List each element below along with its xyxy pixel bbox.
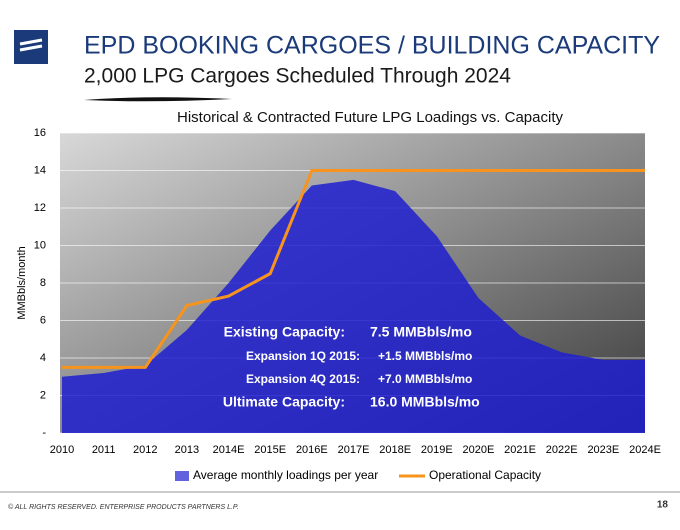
- legend-label: Average monthly loadings per year: [193, 468, 378, 482]
- y-tick-label: 6: [40, 314, 46, 326]
- annotation-value: 16.0 MMBbls/mo: [370, 394, 480, 410]
- y-tick-label: 4: [40, 352, 46, 364]
- slide-title: EPD BOOKING CARGOES / BUILDING CAPACITY: [84, 32, 660, 60]
- annotation-value: 7.5 MMBbls/mo: [370, 324, 472, 340]
- slide-subtitle: 2,000 LPG Cargoes Scheduled Through 2024: [84, 65, 511, 88]
- annotation-label: Expansion 4Q 2015:: [246, 372, 360, 386]
- annotation-value: +7.0 MMBbls/mo: [378, 372, 472, 386]
- x-tick-label: 2015E: [254, 444, 286, 456]
- chart-title: Historical & Contracted Future LPG Loadi…: [177, 109, 564, 126]
- area: [62, 179, 645, 433]
- x-tick-label: 2024E: [629, 444, 661, 456]
- x-tick-label: 2022E: [546, 444, 578, 456]
- y-tick-label: 8: [40, 277, 46, 289]
- annotation-label: Expansion 1Q 2015:: [246, 349, 360, 363]
- x-tick-label: 2017E: [338, 444, 370, 456]
- x-tick-label: 2023E: [587, 444, 619, 456]
- x-tick-label: 2018E: [379, 444, 411, 456]
- x-tick-label: 2016E: [296, 444, 328, 456]
- legend-label: Operational Capacity: [429, 468, 541, 482]
- underline: [84, 97, 232, 102]
- x-tick-label: 2014E: [213, 444, 245, 456]
- annotation-value: +1.5 MMBbls/mo: [378, 349, 472, 363]
- x-tick-label: 2013: [175, 444, 199, 456]
- y-tick-label: 16: [34, 127, 46, 139]
- x-tick-label: 2021E: [504, 444, 536, 456]
- y-axis-label: MMBbls/month: [16, 246, 28, 319]
- logo-mark: [19, 38, 43, 52]
- x-tick-label: 2010: [50, 444, 74, 456]
- legend-swatch: [175, 471, 189, 481]
- x-tick-label: 2019E: [421, 444, 453, 456]
- copyright: © ALL RIGHTS RESERVED. ENTERPRISE PRODUC…: [8, 503, 239, 511]
- y-tick-label: -: [42, 427, 46, 439]
- plot: - 2 4 6 8 10 12 14 16 2010 2011 2012 2013 2014E 2015E 2…: [34, 127, 661, 482]
- y-tick-label: 12: [34, 202, 46, 214]
- y-tick-label: 2: [40, 389, 46, 401]
- x-tick-label: 2012: [133, 444, 157, 456]
- annotation-label: Existing Capacity:: [224, 324, 345, 340]
- annotation-label: Ultimate Capacity:: [223, 394, 345, 410]
- x-tick-label: 2020E: [463, 444, 495, 456]
- line: [62, 169, 645, 369]
- page-number: 18: [657, 500, 669, 511]
- y-tick-label: 14: [34, 164, 46, 176]
- y-tick-label: 10: [34, 239, 46, 251]
- x-tick-label: 2011: [92, 444, 116, 456]
